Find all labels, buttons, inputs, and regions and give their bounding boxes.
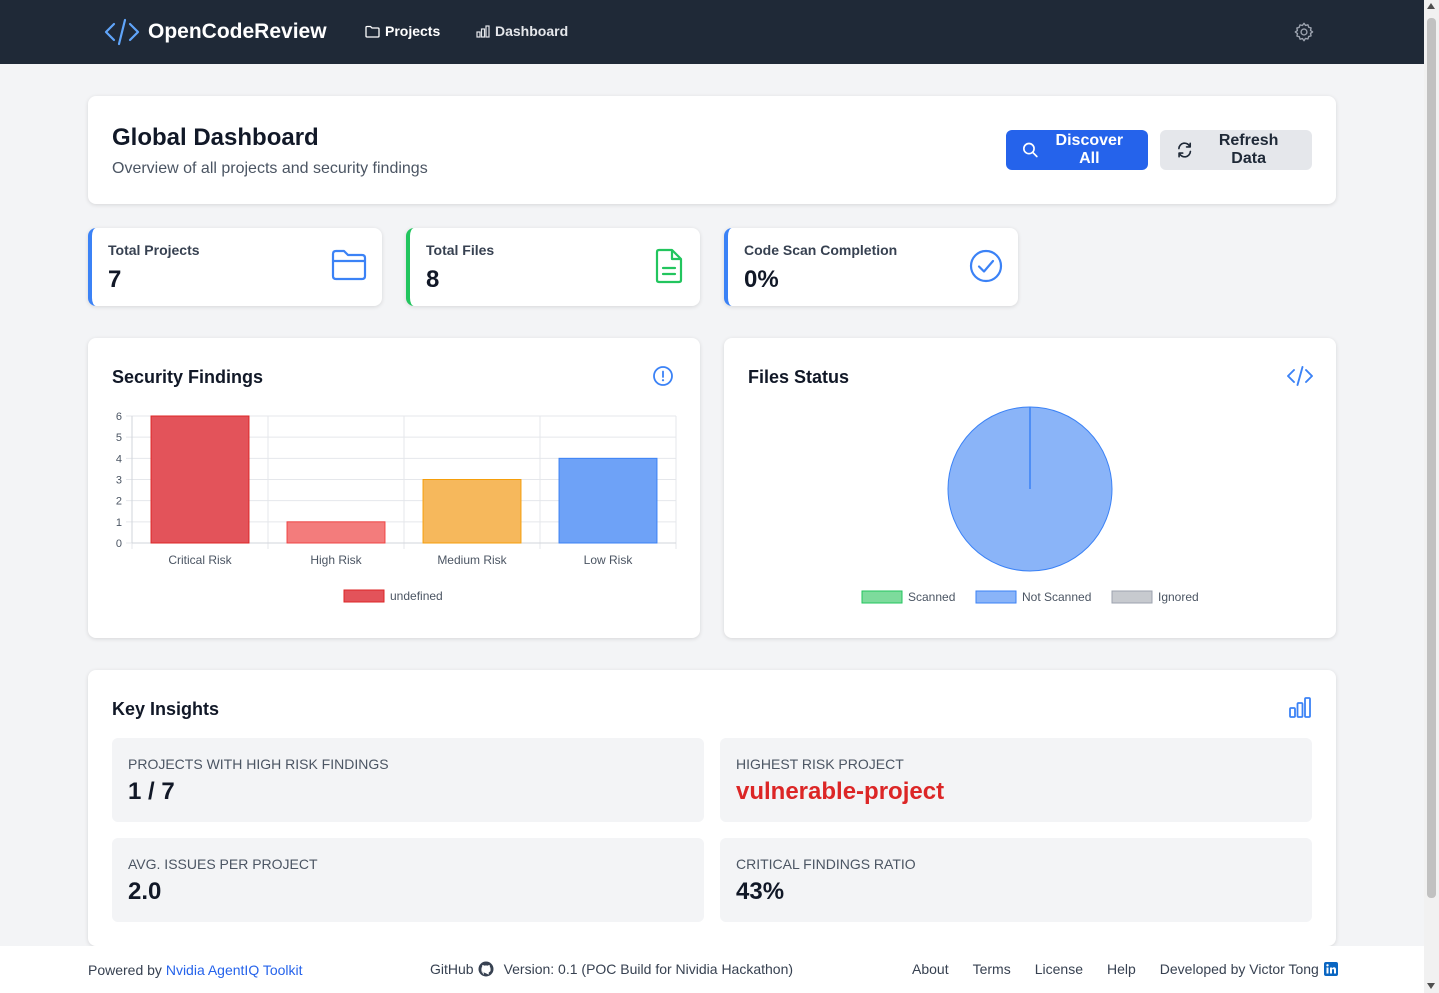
insight-highest-risk-project: Highest Risk Project vulnerable-project: [720, 738, 1312, 822]
agentiq-link[interactable]: Nvidia AgentIQ Toolkit: [165, 962, 303, 978]
bar[interactable]: [150, 415, 250, 544]
linkedin-icon[interactable]: [1323, 962, 1338, 976]
bar[interactable]: [422, 479, 522, 544]
insight-label: Highest Risk Project: [736, 756, 904, 772]
bar[interactable]: [558, 457, 658, 544]
discover-all-button[interactable]: Discover All: [1006, 130, 1148, 170]
github-link[interactable]: GitHub: [430, 961, 474, 977]
page-subtitle: Overview of all projects and security fi…: [112, 160, 428, 177]
y-tick-label: 5: [116, 432, 122, 444]
y-tick-label: 6: [116, 411, 122, 423]
y-tick-label: 0: [116, 538, 122, 550]
scroll-down-icon[interactable]: [1427, 983, 1435, 989]
stat-scan-completion: Code Scan Completion 0%: [724, 228, 1018, 306]
insight-high-risk-projects: Projects with High Risk Findings 1 / 7: [112, 738, 704, 822]
y-tick-label: 4: [116, 453, 122, 465]
chart-title: Files Status: [748, 367, 850, 387]
about-link[interactable]: About: [912, 961, 949, 977]
license-link[interactable]: License: [1034, 961, 1083, 977]
y-tick-label: 1: [116, 517, 122, 529]
developer-text: Developed by Victor Tong: [1159, 961, 1319, 977]
legend-label: Ignored: [1158, 590, 1199, 604]
insight-avg-issues: Avg. Issues per Project 2.0: [112, 838, 704, 922]
x-tick-label: Low Risk: [584, 553, 634, 567]
legend-label: Not Scanned: [1022, 590, 1091, 604]
x-tick-label: Critical Risk: [168, 553, 232, 567]
footer-links: About Terms License Help Developed by Vi…: [912, 961, 1338, 977]
refresh-data-button[interactable]: Refresh Data: [1160, 130, 1312, 170]
help-link[interactable]: Help: [1106, 961, 1136, 977]
x-tick-label: High Risk: [310, 553, 362, 567]
stat-label: Total Files: [426, 242, 495, 258]
chart-title: Security Findings: [112, 367, 264, 387]
powered-by: Powered by Nvidia AgentIQ Toolkit: [88, 962, 303, 978]
key-insights-card: Key Insights Projects with High Risk Fin…: [88, 670, 1336, 946]
code-icon: [1287, 366, 1313, 386]
stat-value: 0%: [744, 266, 779, 293]
stat-label: Total Projects: [108, 242, 200, 258]
bar[interactable]: [286, 521, 386, 544]
legend-label: undefined: [390, 589, 443, 603]
stat-label: Code Scan Completion: [744, 242, 898, 258]
files-status-card: Files Status Scanned Not Scanned Ignored: [724, 338, 1336, 638]
alert-circle-icon: [653, 366, 673, 386]
insight-value: 43%: [736, 878, 785, 905]
stat-total-projects: Total Projects 7: [88, 228, 382, 306]
dashboard-header: Global Dashboard Overview of all project…: [88, 96, 1336, 204]
code-icon: [104, 18, 140, 46]
folder-icon: [365, 25, 380, 38]
page-title: Global Dashboard: [112, 124, 319, 151]
footer: Powered by Nvidia AgentIQ Toolkit GitHub…: [0, 946, 1424, 993]
file-text-icon: [655, 248, 683, 284]
legend-swatch[interactable]: [1111, 590, 1153, 604]
legend-swatch[interactable]: [975, 590, 1017, 604]
stat-total-files: Total Files 8: [406, 228, 700, 306]
insight-value: 2.0: [128, 878, 162, 905]
security-findings-bar-chart: 0 1 2 3 4 5 6 Critical Risk High Risk Medium Risk…: [116, 411, 677, 603]
insight-value: vulnerable-project: [736, 778, 945, 805]
gear-icon[interactable]: [1293, 21, 1315, 43]
legend-swatch[interactable]: [861, 590, 903, 604]
terms-link[interactable]: Terms: [972, 961, 1011, 977]
stat-value: 8: [426, 266, 440, 293]
legend-swatch[interactable]: [343, 589, 385, 603]
brand-name: OpenCodeReview: [148, 20, 327, 43]
insight-value: 1 / 7: [128, 778, 175, 805]
insight-label: Avg. Issues per Project: [128, 856, 318, 872]
github-icon[interactable]: [478, 961, 494, 977]
nav-dashboard[interactable]: Dashboard: [476, 23, 568, 39]
y-tick-label: 3: [116, 475, 122, 487]
x-tick-label: Medium Risk: [437, 553, 507, 567]
powered-prefix: Powered by: [88, 962, 162, 978]
insights-title: Key Insights: [112, 699, 220, 719]
developer-credit: Developed by Victor Tong: [1160, 961, 1338, 977]
search-icon: [1023, 142, 1038, 158]
version-text: Version: 0.1 (POC Build for Nividia Hack…: [503, 961, 794, 977]
top-navbar: OpenCodeReview Projects Dashboard: [0, 0, 1424, 64]
insight-label: Critical Findings Ratio: [736, 856, 916, 872]
refresh-icon: [1178, 142, 1192, 158]
scrollbar-thumb[interactable]: [1427, 18, 1436, 898]
nav-projects-label: Projects: [385, 23, 441, 39]
legend-label: Scanned: [908, 590, 955, 604]
security-findings-card: Security Findings 0 1 2 3 4 5 6 Critical Risk Hi…: [88, 338, 700, 638]
check-circle-icon: [969, 249, 1003, 283]
y-tick-label: 2: [116, 496, 122, 508]
page-scrollbar[interactable]: [1424, 0, 1439, 993]
bar-chart-icon: [1289, 697, 1311, 718]
discover-all-label: Discover All: [1055, 132, 1124, 167]
scroll-up-icon[interactable]: [1427, 3, 1435, 9]
insight-critical-ratio: Critical Findings Ratio 43%: [720, 838, 1312, 922]
nav-projects[interactable]: Projects: [365, 23, 440, 39]
stat-value: 7: [108, 266, 122, 293]
nav-dashboard-label: Dashboard: [495, 23, 569, 39]
footer-meta: GitHub Version: 0.1 (POC Build for Nivid…: [430, 961, 793, 977]
insight-label: Projects with High Risk Findings: [128, 756, 389, 772]
folder-icon: [331, 249, 367, 281]
refresh-data-label: Refresh Data: [1218, 132, 1279, 167]
brand[interactable]: OpenCodeReview: [104, 17, 327, 47]
bar-chart-icon: [476, 24, 490, 38]
files-status-pie-chart: Scanned Not Scanned Ignored: [861, 406, 1199, 604]
